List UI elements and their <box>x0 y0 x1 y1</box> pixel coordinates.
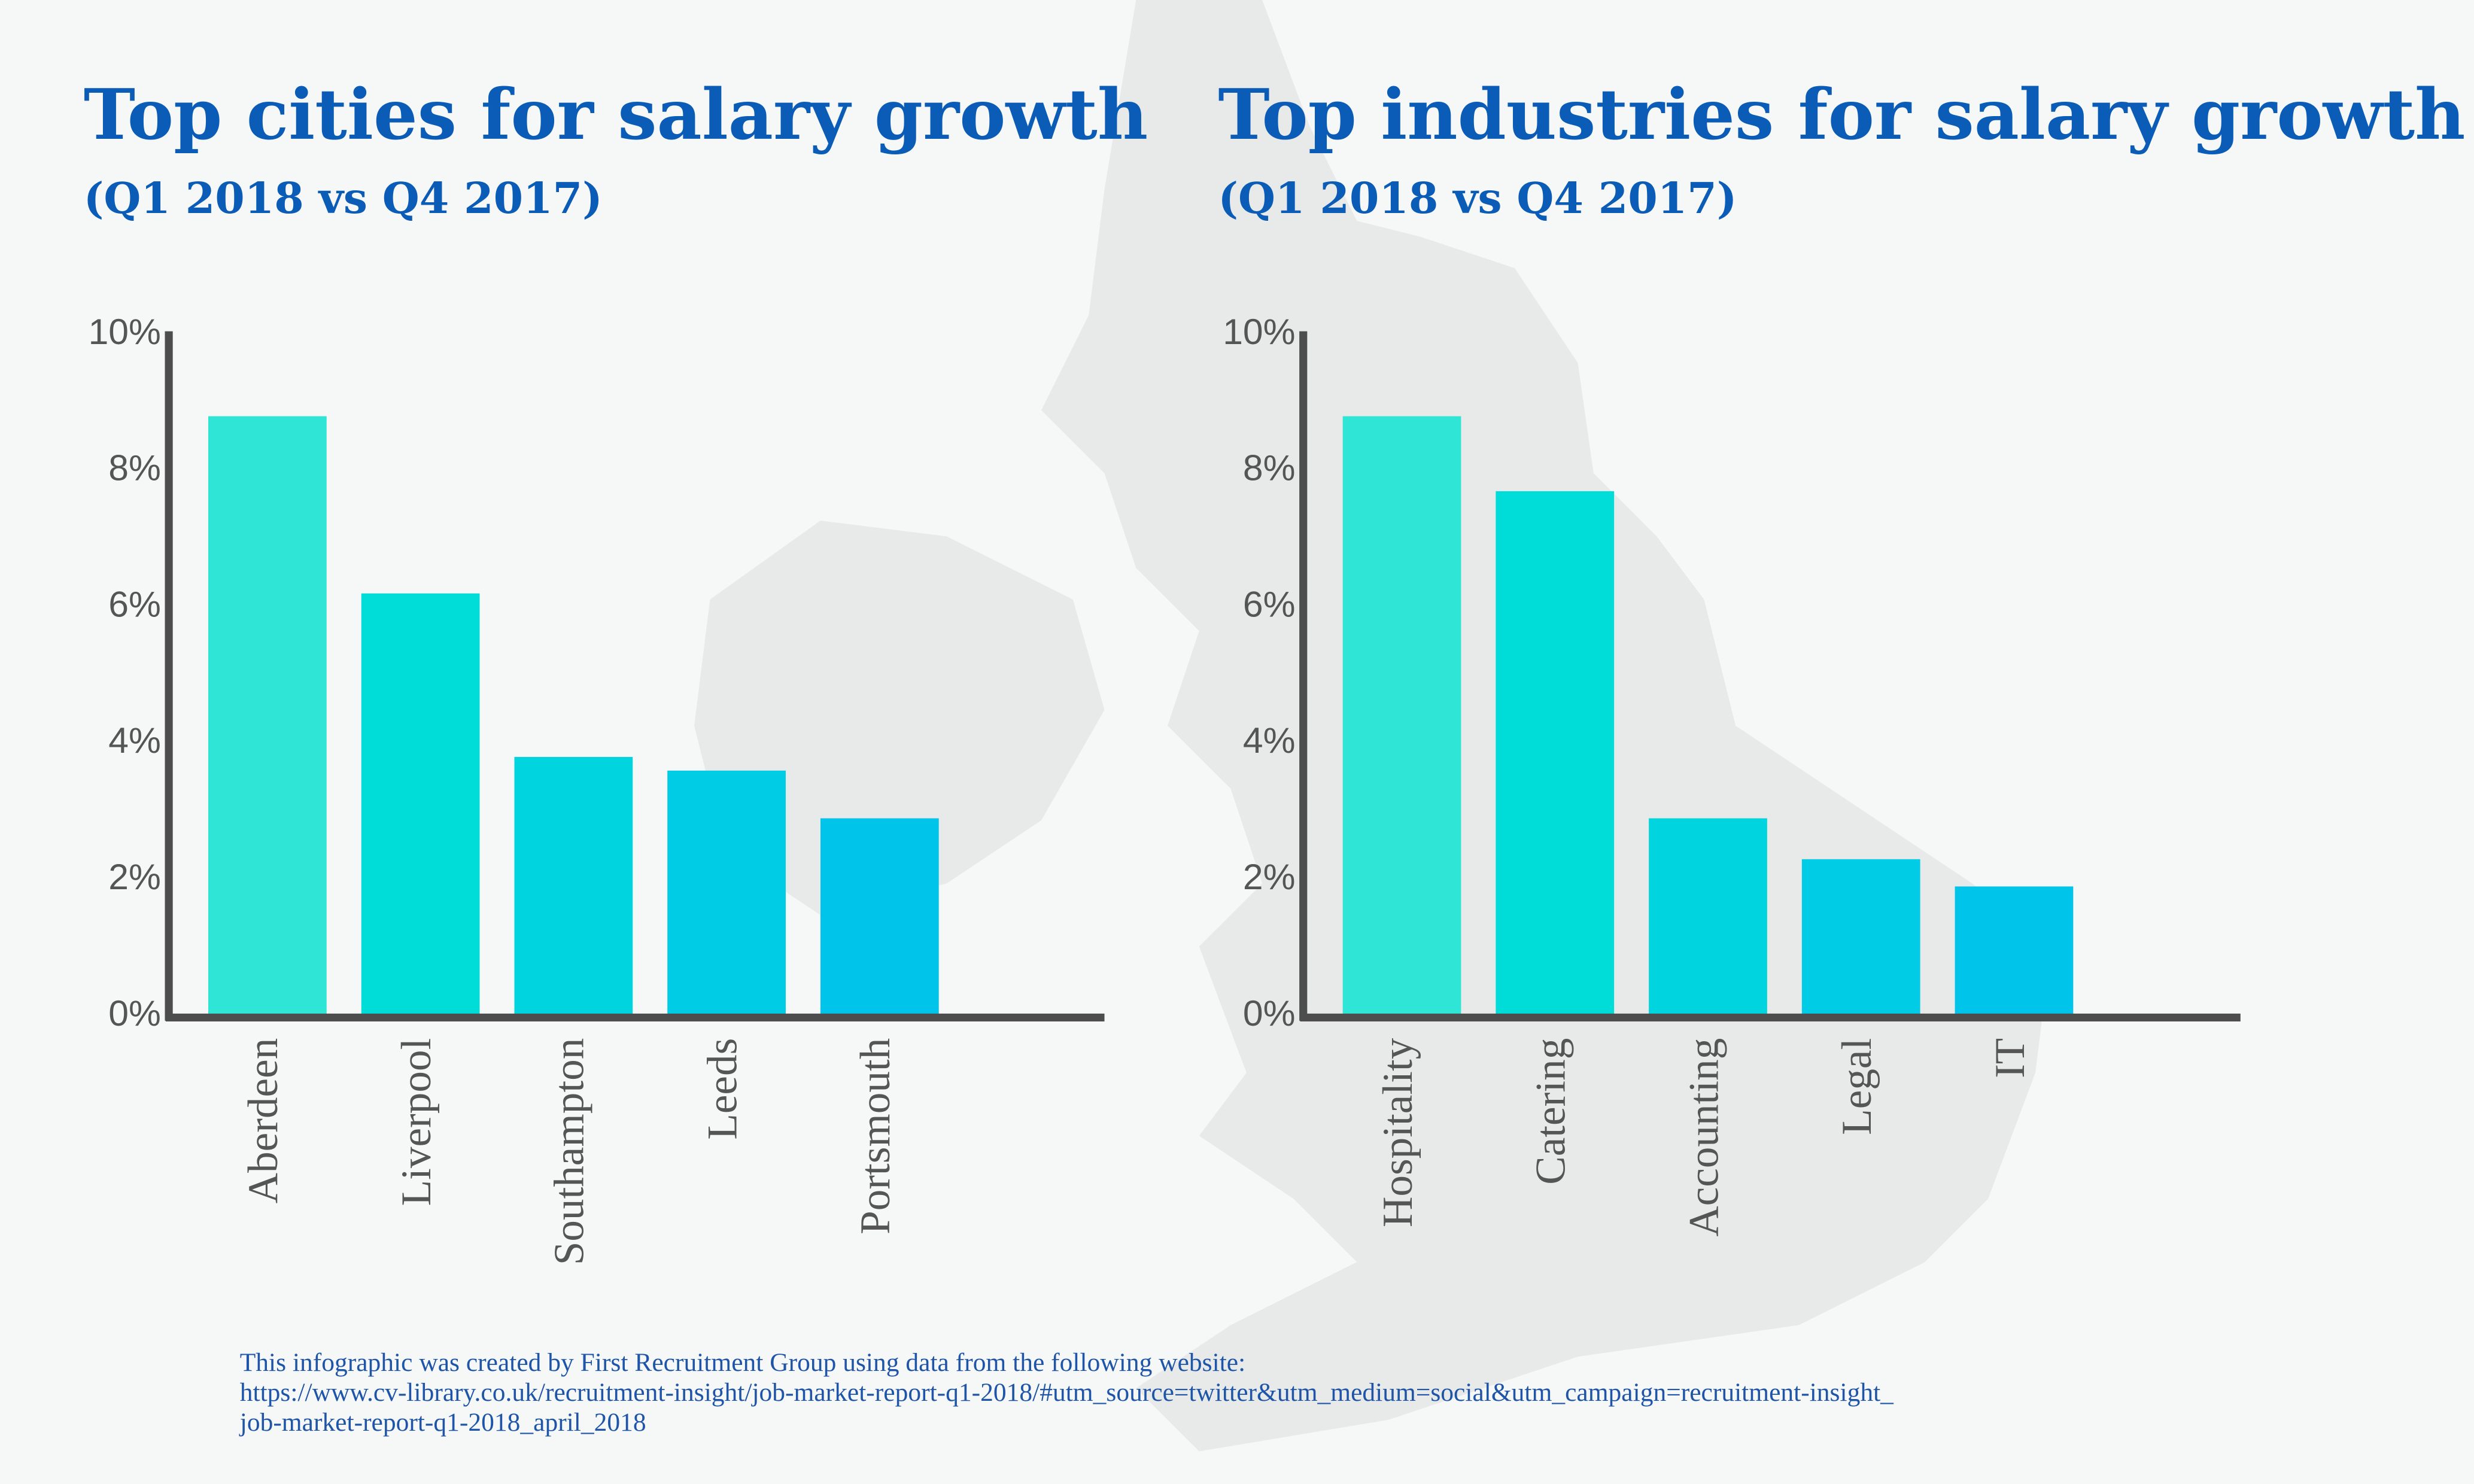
chart-title: Top cities for salary growth <box>84 74 1148 156</box>
charts: Top cities for salary growth (Q1 2018 vs … <box>84 74 2466 1265</box>
y-tick-label: 4% <box>1243 720 1296 761</box>
bar <box>208 416 327 1016</box>
y-tick-label: 8% <box>108 448 161 488</box>
map-decoration <box>694 520 1105 916</box>
x-tick-label: IT <box>1987 1038 2034 1078</box>
x-tick-label: Legal <box>1834 1038 1880 1135</box>
y-tick-label: 0% <box>108 993 161 1033</box>
bar <box>1496 491 1615 1016</box>
y-tick-label: 10% <box>89 311 161 352</box>
bar <box>361 593 480 1016</box>
y-tick-label: 6% <box>108 583 161 624</box>
x-tick-label: Leeds <box>699 1038 746 1140</box>
bar <box>1649 818 1767 1016</box>
y-tick-label: 6% <box>1243 583 1296 624</box>
x-tick-label: Southampton <box>546 1038 593 1266</box>
bar <box>667 770 786 1016</box>
footer-line: https://www.cv-library.co.uk/recruitment… <box>240 1378 1894 1407</box>
bar <box>1342 416 1461 1016</box>
footer: This infographic was created by First Re… <box>239 1348 1894 1437</box>
chart-title: Top industries for salary growth <box>1218 74 2465 156</box>
chart-subtitle: (Q1 2018 vs Q4 2017) <box>1218 173 1737 223</box>
footer-line: This infographic was created by First Re… <box>240 1348 1245 1377</box>
bar <box>514 757 633 1016</box>
x-tick-label: Accounting <box>1680 1038 1727 1237</box>
x-tick-label: Catering <box>1528 1038 1575 1185</box>
bar-chart: Top industries for salary growth (Q1 2018… <box>1218 74 2465 1237</box>
y-tick-label: 4% <box>108 720 161 761</box>
bar <box>1955 886 2074 1016</box>
bar <box>820 818 939 1016</box>
y-tick-label: 8% <box>1243 448 1296 488</box>
y-tick-label: 0% <box>1243 993 1296 1033</box>
x-tick-label: Liverpool <box>393 1038 440 1206</box>
y-tick-label: 2% <box>108 856 161 897</box>
x-tick-label: Aberdeen <box>240 1038 287 1204</box>
bar-chart: Top cities for salary growth (Q1 2018 vs … <box>84 74 1148 1265</box>
x-tick-label: Portsmouth <box>852 1038 899 1234</box>
bar <box>1801 859 1920 1016</box>
chart-subtitle: (Q1 2018 vs Q4 2017) <box>84 173 603 223</box>
x-tick-label: Hospitality <box>1375 1038 1421 1227</box>
y-tick-label: 2% <box>1243 856 1296 897</box>
footer-line: job-market-report-q1-2018_april_2018 <box>239 1408 646 1437</box>
y-tick-label: 10% <box>1223 311 1295 352</box>
